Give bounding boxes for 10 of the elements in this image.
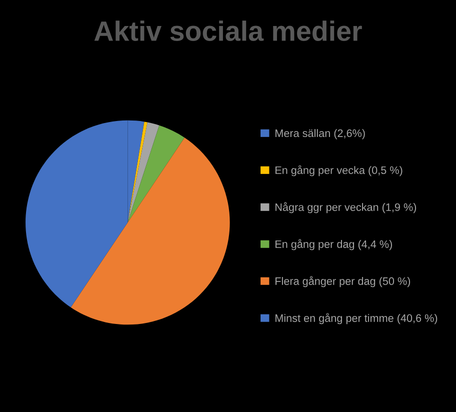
pie-slice (128, 125, 185, 222)
chart-title: Aktiv sociala medier (94, 20, 362, 42)
pie-slice (70, 138, 230, 325)
legend-label: Flera gånger per dag (50 %) (276, 276, 410, 288)
legend-label: Mera sällan (2,6%) (276, 129, 365, 140)
legend-label: En gång per vecka (0,5 %) (276, 165, 402, 176)
legend-label: Minst en gång per timme (40,6 %) (276, 313, 438, 324)
legend-label: Några ggr per veckan (1,9 %) (276, 202, 416, 214)
pie-slice (128, 122, 160, 222)
legend-label: En gång per dag (4,4 %) (276, 239, 392, 250)
